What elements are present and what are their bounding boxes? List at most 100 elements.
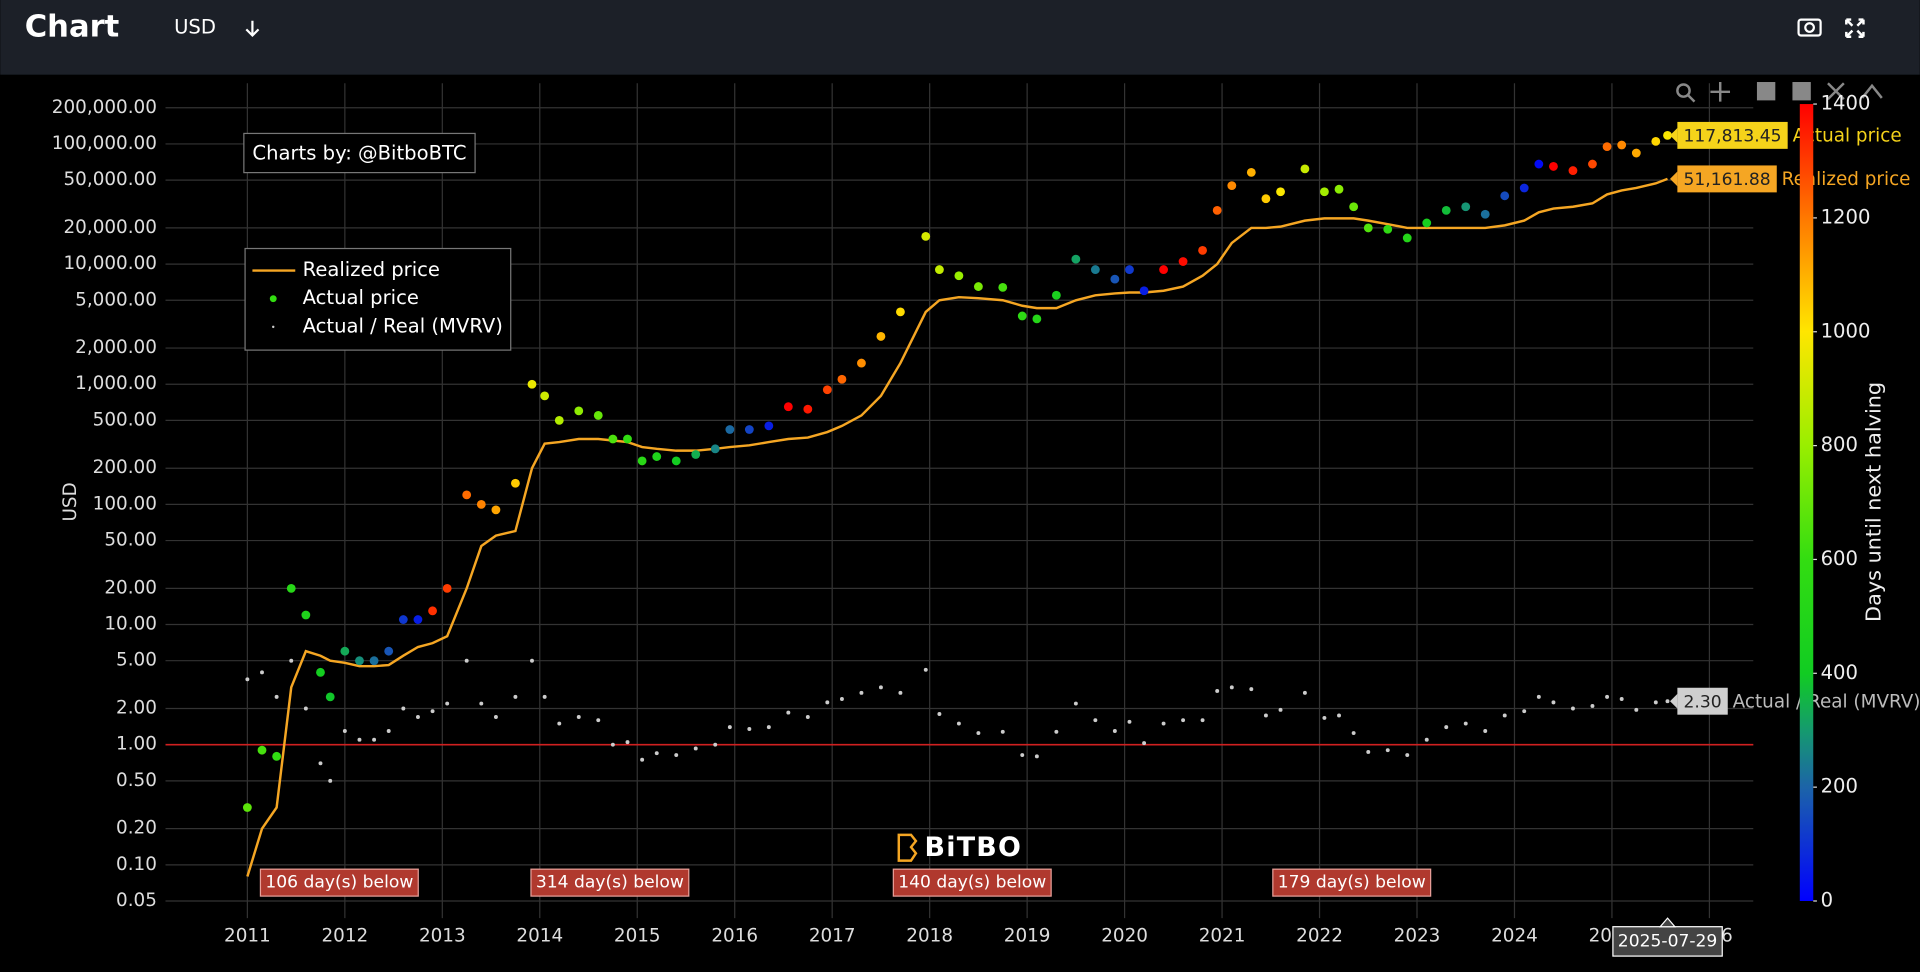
y-tick-label: 100.00 <box>93 493 157 514</box>
actual-price-point <box>1534 159 1544 169</box>
mvrv-point <box>430 709 435 714</box>
mvrv-point <box>1215 688 1220 693</box>
mvrv-point <box>1653 700 1658 705</box>
mvrv-point <box>464 658 469 663</box>
mvrv-point <box>357 737 362 742</box>
actual-price-point <box>1090 265 1100 274</box>
mvrv-point <box>1551 700 1556 705</box>
end-value-pointer <box>1670 128 1678 143</box>
currency-arrow[interactable] <box>245 20 260 38</box>
actual-price-point <box>1051 290 1061 300</box>
y-tick-label: 2.00 <box>116 698 157 719</box>
mvrv-point <box>415 715 420 719</box>
mvrv-point <box>937 712 942 716</box>
zoom-out[interactable] <box>1792 82 1811 101</box>
hover-date: 2025-07-29 <box>1618 931 1718 951</box>
actual-price-point <box>637 456 647 466</box>
actual-price-point <box>413 615 423 624</box>
y-tick-label: 50.00 <box>104 530 157 551</box>
y-tick-label: 0.50 <box>116 770 157 791</box>
end-value-box <box>1677 687 1728 715</box>
actual-price-point <box>1276 187 1285 197</box>
actual-price-point <box>286 583 296 593</box>
actual-price-point <box>428 606 437 616</box>
annotation-box <box>259 868 419 897</box>
actual-price-point <box>1480 209 1490 219</box>
end-series-label: Actual / Real (MVRV) <box>1733 691 1920 712</box>
legend-label: Actual price <box>303 286 419 309</box>
mvrv-point <box>1590 704 1595 708</box>
colorbar-tick-label: 0 <box>1821 888 1833 911</box>
y-tick-label: 1,000.00 <box>75 373 157 394</box>
actual-price-point <box>442 583 452 593</box>
actual-price-point <box>1300 164 1310 174</box>
actual-price-point <box>1198 245 1207 255</box>
actual-price-point <box>954 271 964 281</box>
y-tick-label: 50,000.00 <box>63 169 156 190</box>
fullscreen-icon[interactable] <box>1845 18 1865 38</box>
mvrv-point <box>372 737 377 742</box>
mvrv-point <box>805 715 810 719</box>
zoom-in[interactable] <box>1756 82 1776 101</box>
actual-price-point <box>1602 142 1612 152</box>
mvrv-point <box>1302 690 1307 695</box>
x-tick-label: 2019 <box>1004 925 1051 946</box>
y-axis-label: USD <box>60 482 81 521</box>
mvrv-point <box>1463 721 1468 726</box>
actual-price-point <box>1032 314 1042 324</box>
actual-price-point <box>1212 205 1222 215</box>
actual-price-point <box>1549 162 1558 171</box>
colorbar-tick-label: 1000 <box>1821 319 1871 342</box>
mvrv-point <box>1322 715 1327 720</box>
mvrv-point <box>825 700 830 705</box>
mvrv-point <box>530 658 534 663</box>
actual-price-point <box>476 499 486 509</box>
mvrv-point <box>693 746 698 751</box>
actual-price-point <box>876 332 886 341</box>
actual-price-point <box>325 692 335 702</box>
actual-price-point <box>1246 167 1256 177</box>
hover-pointer <box>1658 917 1677 928</box>
mvrv-point <box>766 725 771 730</box>
actual-price-point <box>1227 181 1237 191</box>
autoscale[interactable] <box>1827 82 1845 101</box>
currency-select[interactable]: USD <box>174 16 216 39</box>
credit-text: Charts by: @BitboBTC <box>252 142 466 165</box>
colorbar-tick-label: 200 <box>1821 775 1858 798</box>
end-value-label: 117,813.45 <box>1683 127 1781 147</box>
mvrv-point <box>1570 706 1575 711</box>
reset-axes[interactable] <box>1861 83 1883 99</box>
y-tick-label: 200,000.00 <box>52 97 157 118</box>
mvrv-point <box>898 690 903 695</box>
actual-price-point <box>1159 265 1168 274</box>
mvrv-point <box>786 710 791 715</box>
legend-box <box>244 247 512 351</box>
mvrv-point <box>1502 713 1507 718</box>
y-tick-label: 500.00 <box>93 409 157 430</box>
annotation-box <box>1272 868 1432 897</box>
actual-price-point <box>491 505 501 515</box>
mvrv-point <box>557 721 562 726</box>
actual-price-point <box>593 411 603 420</box>
end-value-label: 51,161.88 <box>1683 170 1770 190</box>
mvrv-point <box>1405 753 1410 757</box>
mvrv-point <box>289 658 294 663</box>
annotation-box <box>892 868 1052 897</box>
mvrv-point <box>859 690 864 695</box>
pan-tool[interactable] <box>1710 82 1731 102</box>
actual-price-point <box>316 667 325 677</box>
mvrv-point <box>1424 737 1429 742</box>
watermark-logo <box>897 833 918 862</box>
zoom-tool[interactable] <box>1676 83 1691 98</box>
y-tick-label: 200.00 <box>93 457 157 478</box>
actual-price-point <box>764 421 774 431</box>
y-tick-label: 20,000.00 <box>63 217 156 238</box>
actual-price-point <box>921 231 931 241</box>
x-tick-label: 2012 <box>321 925 368 946</box>
mvrv-point <box>976 731 981 735</box>
mvrv-point <box>1444 725 1449 730</box>
camera-icon[interactable] <box>1797 18 1822 37</box>
actual-price-point <box>934 265 944 274</box>
actual-price-point <box>257 745 267 755</box>
